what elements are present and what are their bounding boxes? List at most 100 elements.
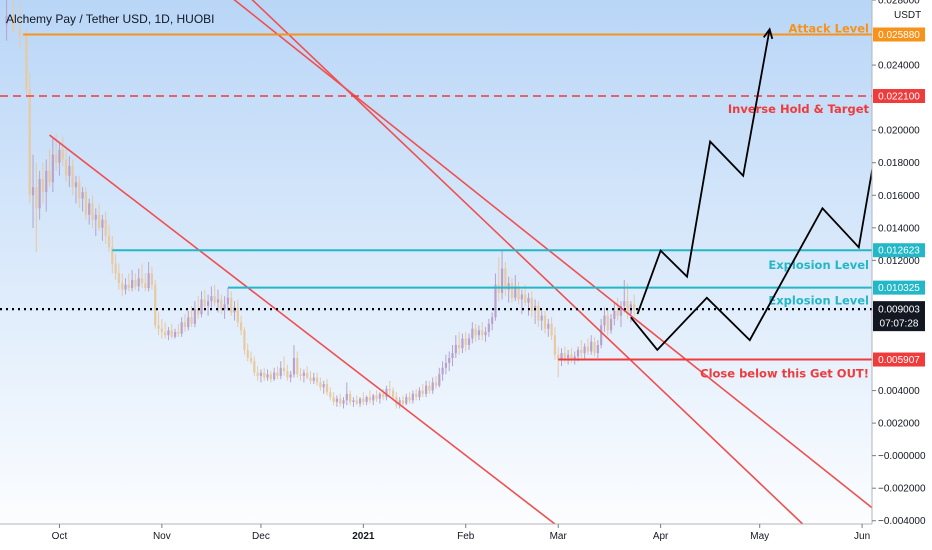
candle-body [375,395,378,399]
candle-body [355,400,358,404]
chart-title: Alchemy Pay / Tether USD, 1D, HUOBI [6,12,215,26]
candle-body [131,279,134,289]
candle-body [137,278,140,287]
candle-body [332,397,335,402]
candle-body [177,331,180,334]
candle-body [173,331,177,337]
candle-body [517,286,520,300]
candle-body [134,279,137,287]
y-tick-label: 0.024000 [878,61,920,72]
price-tag-text: 0.022100 [878,92,920,103]
x-tick-label: May [750,531,769,542]
candle-body [259,372,263,376]
candle-body [345,393,348,401]
time-axis-background[interactable] [0,524,932,550]
candle-body [606,315,609,331]
candle-body [504,268,507,290]
candle-body [35,187,38,209]
candle-body [200,299,203,315]
x-tick-label: Dec [252,531,270,542]
candle-body [236,307,239,323]
trendline [251,0,804,525]
candle-body [61,149,64,160]
candle-body [600,325,603,345]
candle-body [487,323,490,332]
price-tag-box [873,89,925,104]
x-tick-label: Feb [457,531,475,542]
candle-body [335,398,339,402]
candle-body [230,297,233,313]
candle-body [223,304,226,310]
candle-body [124,284,127,290]
candle-body [94,214,97,220]
trendlines [49,0,873,525]
candle-body [418,390,421,398]
candle-body [586,346,590,352]
candle-body [451,353,454,359]
candle-body [448,358,451,363]
candle-body [302,372,305,376]
candle-body [101,219,104,228]
candle-body [210,296,213,302]
candle-body [557,354,560,360]
candle-body [583,346,586,354]
y-tick-label: 0.002000 [878,419,920,430]
candle-body [368,397,372,401]
candle-body [401,400,405,404]
candle-body [160,328,163,332]
candle-body [322,384,325,388]
candle-body [273,372,276,380]
price-tag-box [873,352,925,367]
level-label: Inverse Hold & Target [728,102,870,116]
candle-body [279,367,282,376]
candle-body [97,214,101,228]
candle-body [246,349,249,359]
candle-body [243,330,246,350]
candle-body [51,154,54,183]
candle-body [537,305,540,321]
candle-body [596,344,599,354]
candle-body [206,301,210,306]
candle-body [41,179,45,193]
candle-body [573,356,576,360]
candle-body [121,283,124,290]
candle-body [507,283,510,290]
price-tag-text: 0.012623 [878,246,920,257]
candle-body [64,159,68,176]
candle-body [249,358,253,362]
y-tick-label: 0.016000 [878,191,920,202]
y-tick-label: −0.002000 [878,484,926,495]
candle-body [524,294,527,303]
projection-arrowhead [762,27,774,40]
candle-body [454,344,457,354]
candle-body [464,338,467,345]
candle-body [342,400,345,404]
current-price-text: 0.009003 [878,305,920,316]
candle-body [560,353,563,360]
candle-body [633,304,636,310]
candle-body [88,203,91,215]
y-tick-label: 0.020000 [878,126,920,137]
candle-body [45,170,48,193]
candle-body [306,372,309,378]
candle-body [289,374,292,378]
candle-body [78,182,81,199]
currency-label: USDT [894,10,921,21]
candle-body [474,328,477,336]
y-tick-label: 0.014000 [878,223,920,234]
candle-body [197,309,200,315]
price-tag-box [873,27,925,42]
time-axis: Oct Nov Dec 2021 Feb Mar Apr May Jun [52,524,870,542]
level-label: Close below this Get OUT! [700,367,869,381]
candle-body [203,299,206,306]
candle-body [570,354,573,360]
price-axis-background[interactable] [872,0,932,550]
candle-body [147,273,150,289]
y-tick-label: 0.018000 [878,158,920,169]
x-tick-label: Nov [153,531,171,542]
candle-body [444,362,448,368]
candle-body [31,187,35,196]
candle-body [74,182,78,188]
